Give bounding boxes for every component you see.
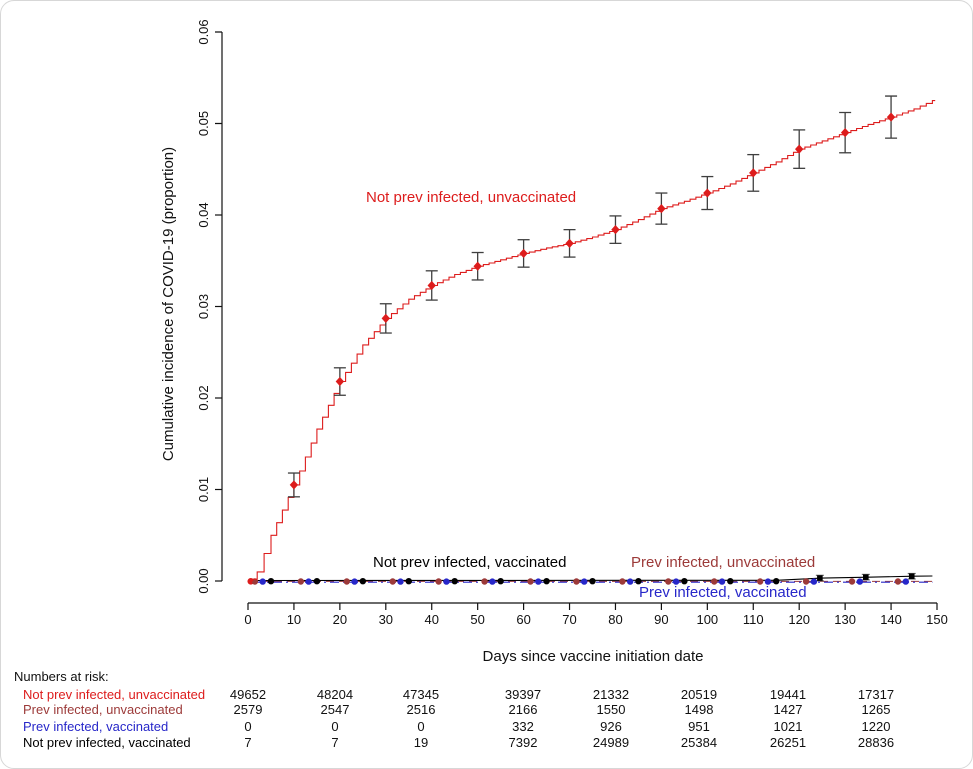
y-tick-label: 0.06 [196, 19, 211, 44]
x-tick-label: 0 [244, 612, 251, 627]
red-error-bars [287, 95, 898, 498]
red-point-marker [657, 203, 666, 214]
x-tick-label: 130 [834, 612, 856, 627]
black-end-points [815, 572, 916, 582]
series-label-prev-infected-unvaccinated: Prev infected, unvaccinated [631, 554, 816, 571]
x-tick-label: 30 [379, 612, 393, 627]
blue-marker [259, 578, 266, 585]
blue-marker [856, 578, 864, 585]
black-marker [773, 578, 780, 585]
black-marker [543, 578, 550, 585]
x-tick-label: 110 [743, 612, 764, 627]
maroon-marker [802, 578, 810, 585]
blue-marker [305, 578, 312, 585]
black-marker [405, 578, 412, 585]
blue-marker [397, 578, 404, 585]
red-point-marker [886, 112, 896, 122]
not-prev-infected-vaccinated-line [247, 575, 933, 582]
axis-tick-labels: 0.00 0.01 0.02 0.03 0.04 0.05 0.06 0 10 20 30 40 50 6… [196, 19, 948, 627]
red-point-marker [289, 480, 299, 490]
y-tick-label: 0.01 [196, 477, 211, 502]
maroon-marker [619, 578, 626, 585]
maroon-marker [481, 578, 488, 585]
red-point-marker [427, 280, 436, 291]
black-square-marker [863, 574, 869, 580]
black-square-marker [817, 575, 823, 581]
black-square-marker [908, 573, 915, 580]
blue-marker [810, 578, 818, 585]
red-point-marker [840, 128, 850, 138]
blue-marker [581, 578, 588, 585]
blue-marker [443, 578, 450, 585]
blue-marker [672, 578, 680, 585]
red-point-marker [565, 238, 574, 248]
maroon-marker [297, 578, 305, 585]
maroon-marker [573, 578, 580, 585]
series-label-not-prev-infected-vaccinated: Not prev infected, vaccinated [373, 554, 567, 571]
maroon-marker [665, 578, 672, 585]
maroon-marker [894, 578, 902, 585]
blue-marker [902, 578, 909, 585]
x-tick-label: 140 [880, 612, 902, 627]
series-label-not-prev-infected-unvaccinated: Not prev infected, unvaccinated [366, 189, 577, 206]
x-tick-label: 80 [608, 612, 622, 627]
red-point-marker [703, 188, 712, 198]
red-point-marker [519, 248, 528, 259]
black-marker [589, 578, 596, 585]
y-tick-label: 0.05 [196, 111, 211, 136]
black-marker [681, 578, 688, 585]
red-step-curve [248, 100, 936, 582]
red-point-marker [795, 144, 804, 154]
black-marker [313, 578, 321, 585]
blue-marker [489, 578, 496, 585]
red-point-marker [749, 168, 758, 178]
blue-marker [351, 578, 358, 585]
maroon-marker [711, 578, 718, 585]
black-marker [359, 578, 367, 585]
maroon-marker [527, 578, 534, 585]
y-tick-label: 0.02 [196, 385, 211, 410]
axes [215, 31, 938, 610]
y-tick-label: 0.00 [196, 568, 211, 593]
black-marker [497, 578, 504, 585]
red-point-marker [611, 225, 620, 235]
x-tick-label: 20 [333, 612, 347, 627]
red-point-marker [381, 313, 390, 323]
y-tick-label: 0.03 [196, 294, 211, 319]
y-axis-title: Cumulative incidence of COVID-19 (propor… [159, 146, 177, 462]
x-tick-label: 100 [696, 612, 718, 627]
x-tick-label: 120 [788, 612, 810, 627]
maroon-marker [343, 578, 350, 585]
x-tick-label: 90 [654, 612, 668, 627]
black-marker [451, 578, 458, 585]
blue-marker [764, 578, 772, 585]
maroon-marker [756, 578, 764, 585]
black-marker [635, 578, 642, 585]
x-tick-label: 60 [516, 612, 530, 627]
series-label-prev-infected-vaccinated: Prev infected, vaccinated [639, 584, 807, 601]
maroon-marker [389, 578, 396, 585]
x-tick-label: 40 [424, 612, 438, 627]
red-point-marker [473, 261, 482, 271]
maroon-marker [435, 578, 442, 585]
red-point-marker [335, 376, 345, 387]
maroon-marker [251, 578, 259, 585]
blue-marker [535, 578, 542, 585]
x-tick-label: 50 [470, 612, 484, 627]
blue-marker [718, 578, 726, 585]
black-marker [267, 578, 275, 585]
y-tick-label: 0.04 [196, 202, 211, 227]
x-axis-title: Days since vaccine initiation date [482, 648, 704, 665]
black-marker [727, 578, 734, 585]
maroon-marker [848, 578, 856, 585]
x-tick-label: 70 [562, 612, 576, 627]
blue-marker [626, 578, 634, 585]
x-tick-label: 10 [287, 612, 301, 627]
x-tick-label: 150 [926, 612, 948, 627]
